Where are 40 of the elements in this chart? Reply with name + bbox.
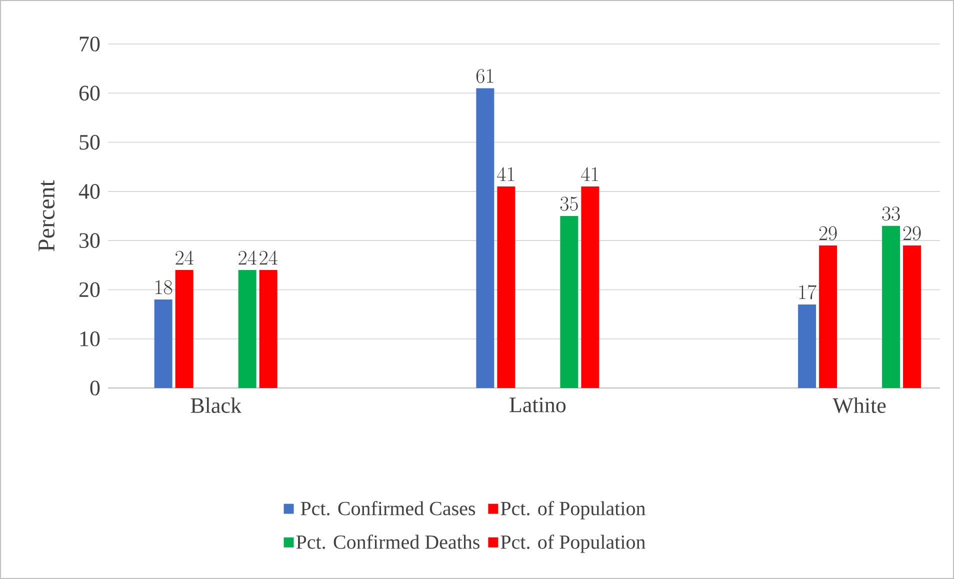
legend-label: Pct. of Population — [500, 534, 646, 553]
data-label: 61 — [476, 68, 494, 84]
y-tick-label: 0 — [90, 380, 100, 396]
data-label: 24 — [238, 250, 256, 265]
data-label: 29 — [903, 226, 921, 240]
bar — [882, 226, 900, 388]
y-tick-label: 20 — [79, 282, 100, 298]
y-tick-label: 50 — [80, 134, 100, 150]
bar — [259, 270, 278, 388]
bar — [476, 88, 494, 388]
y-axis-title: Percent — [38, 180, 55, 252]
y-tick-label: 10 — [80, 331, 100, 346]
legend-label: Pct. Confirmed Cases — [300, 501, 476, 516]
bar — [238, 270, 256, 388]
data-label: 18 — [156, 280, 172, 294]
bar — [175, 270, 194, 388]
x-tick-label: Black — [190, 398, 242, 414]
data-label: 29 — [819, 226, 837, 240]
data-label: 33 — [882, 206, 900, 221]
x-tick-label: Latino — [510, 398, 566, 412]
bar — [497, 186, 516, 388]
data-label: 41 — [497, 167, 514, 181]
data-label: 35 — [560, 196, 578, 211]
data-label: 41 — [581, 167, 598, 181]
bar — [581, 186, 600, 388]
legend-label: Pct. Confirmed Deaths — [296, 534, 480, 549]
y-tick-label: 60 — [79, 86, 100, 101]
bar — [798, 304, 816, 388]
data-label: 24 — [260, 250, 278, 265]
x-tick-label: White — [832, 398, 886, 414]
y-tick-label: 30 — [80, 233, 100, 248]
bar — [903, 245, 922, 388]
y-tick-label: 40 — [78, 184, 100, 199]
legend-label: Pct. of Population — [500, 501, 646, 520]
data-label: 24 — [176, 250, 194, 265]
bar — [560, 216, 578, 388]
data-label: 17 — [799, 284, 816, 300]
y-tick-label: 70 — [80, 36, 100, 52]
bar — [154, 300, 172, 388]
bar — [819, 245, 838, 388]
